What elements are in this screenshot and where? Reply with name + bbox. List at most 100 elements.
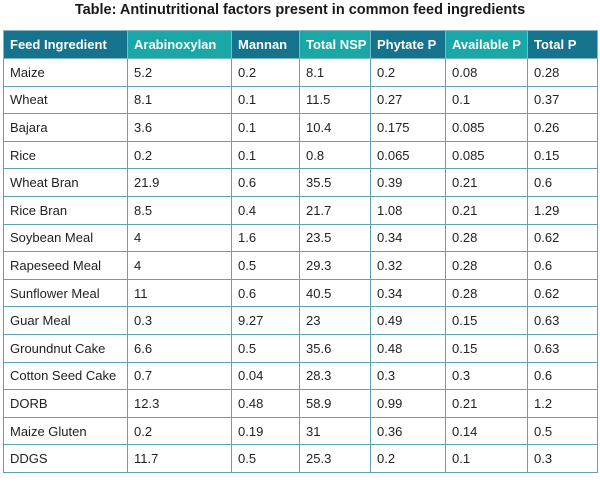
cell-mannan: 0.2 [231, 58, 300, 87]
cell-mannan: 9.27 [231, 306, 300, 335]
cell-phytate-p: 1.08 [370, 195, 446, 225]
cell-total-nsp: 21.7 [299, 195, 371, 225]
cell-feed-ingredient: Guar Meal [3, 306, 128, 335]
table-row: Wheat Bran 21.9 0.6 35.5 0.39 0.21 0.6 [3, 168, 598, 197]
column-header-total-p: Total P [527, 30, 598, 59]
cell-mannan: 0.6 [231, 168, 300, 197]
cell-total-p: 0.6 [527, 251, 598, 280]
cell-mannan: 1.6 [231, 223, 300, 253]
cell-mannan: 0.1 [231, 85, 300, 115]
table-row: Guar Meal 0.3 9.27 23 0.49 0.15 0.63 [3, 306, 598, 335]
cell-phytate-p: 0.175 [370, 113, 446, 142]
table-row: Maize Gluten 0.2 0.19 31 0.36 0.14 0.5 [3, 416, 598, 446]
cell-feed-ingredient: Cotton Seed Cake [3, 361, 128, 391]
cell-total-nsp: 35.6 [299, 333, 371, 363]
column-header-total-nsp: Total NSP [299, 30, 371, 59]
table-row: Soybean Meal 4 1.6 23.5 0.34 0.28 0.62 [3, 223, 598, 253]
column-header-mannan: Mannan [231, 30, 300, 59]
cell-total-nsp: 31 [299, 416, 371, 446]
cell-arabinoxylan: 8.1 [127, 85, 232, 115]
feed-ingredients-table: Feed Ingredient Arabinoxylan Mannan Tota… [3, 30, 598, 473]
table-title: Table: Antinutritional factors present i… [74, 2, 526, 18]
cell-feed-ingredient: Rice Bran [3, 195, 128, 225]
cell-phytate-p: 0.39 [370, 168, 446, 197]
cell-mannan: 0.04 [231, 361, 300, 391]
table-row: Rice 0.2 0.1 0.8 0.065 0.085 0.15 [3, 140, 598, 170]
cell-mannan: 0.19 [231, 416, 300, 446]
cell-phytate-p: 0.065 [370, 140, 446, 170]
cell-total-nsp: 0.8 [299, 140, 371, 170]
cell-phytate-p: 0.99 [370, 389, 446, 418]
cell-total-nsp: 58.9 [299, 389, 371, 418]
cell-phytate-p: 0.34 [370, 223, 446, 253]
cell-mannan: 0.6 [231, 278, 300, 308]
table-row: DDGS 11.7 0.5 25.3 0.2 0.1 0.3 [3, 444, 598, 473]
column-header-phytate-p: Phytate P [370, 30, 446, 59]
table-row: Cotton Seed Cake 0.7 0.04 28.3 0.3 0.3 0.6 [3, 361, 598, 391]
cell-total-p: 0.3 [527, 444, 598, 473]
table-row: Rice Bran 8.5 0.4 21.7 1.08 0.21 1.29 [3, 195, 598, 225]
cell-phytate-p: 0.3 [370, 361, 446, 391]
cell-feed-ingredient: Wheat Bran [3, 168, 128, 197]
cell-arabinoxylan: 0.2 [127, 416, 232, 446]
cell-feed-ingredient: Bajara [3, 113, 128, 142]
cell-total-nsp: 35.5 [299, 168, 371, 197]
cell-phytate-p: 0.34 [370, 278, 446, 308]
cell-total-nsp: 25.3 [299, 444, 371, 473]
cell-feed-ingredient: Wheat [3, 85, 128, 115]
table-row: Bajara 3.6 0.1 10.4 0.175 0.085 0.26 [3, 113, 598, 142]
cell-feed-ingredient: Sunflower Meal [3, 278, 128, 308]
cell-available-p: 0.28 [445, 223, 528, 253]
cell-feed-ingredient: Rapeseed Meal [3, 251, 128, 280]
cell-phytate-p: 0.49 [370, 306, 446, 335]
cell-arabinoxylan: 8.5 [127, 195, 232, 225]
cell-total-p: 0.15 [527, 140, 598, 170]
cell-feed-ingredient: Maize Gluten [3, 416, 128, 446]
cell-available-p: 0.3 [445, 361, 528, 391]
cell-total-p: 0.62 [527, 278, 598, 308]
cell-available-p: 0.14 [445, 416, 528, 446]
cell-mannan: 0.5 [231, 251, 300, 280]
cell-feed-ingredient: Maize [3, 58, 128, 87]
cell-phytate-p: 0.2 [370, 58, 446, 87]
table-row: Wheat 8.1 0.1 11.5 0.27 0.1 0.37 [3, 85, 598, 115]
cell-phytate-p: 0.2 [370, 444, 446, 473]
table-row: DORB 12.3 0.48 58.9 0.99 0.21 1.2 [3, 389, 598, 418]
cell-arabinoxylan: 0.2 [127, 140, 232, 170]
column-header-available-p: Available P [445, 30, 528, 59]
cell-arabinoxylan: 6.6 [127, 333, 232, 363]
cell-arabinoxylan: 0.7 [127, 361, 232, 391]
cell-total-p: 0.6 [527, 361, 598, 391]
cell-available-p: 0.21 [445, 168, 528, 197]
cell-available-p: 0.28 [445, 251, 528, 280]
cell-total-p: 1.29 [527, 195, 598, 225]
cell-available-p: 0.1 [445, 444, 528, 473]
cell-mannan: 0.1 [231, 113, 300, 142]
cell-total-p: 0.26 [527, 113, 598, 142]
cell-arabinoxylan: 11 [127, 278, 232, 308]
cell-mannan: 0.4 [231, 195, 300, 225]
cell-arabinoxylan: 12.3 [127, 389, 232, 418]
cell-mannan: 0.1 [231, 140, 300, 170]
cell-arabinoxylan: 4 [127, 223, 232, 253]
table-row: Maize 5.2 0.2 8.1 0.2 0.08 0.28 [3, 58, 598, 87]
cell-total-p: 0.6 [527, 168, 598, 197]
cell-phytate-p: 0.48 [370, 333, 446, 363]
header-row: Feed Ingredient Arabinoxylan Mannan Tota… [3, 30, 598, 59]
cell-total-p: 0.63 [527, 333, 598, 363]
table-row: Sunflower Meal 11 0.6 40.5 0.34 0.28 0.62 [3, 278, 598, 308]
table-body: Maize 5.2 0.2 8.1 0.2 0.08 0.28 Wheat 8.1 0.1 11.5… [3, 58, 598, 473]
cell-total-p: 0.63 [527, 306, 598, 335]
cell-feed-ingredient: DDGS [3, 444, 128, 473]
column-header-feed-ingredient: Feed Ingredient [3, 30, 128, 59]
cell-total-p: 0.37 [527, 85, 598, 115]
cell-feed-ingredient: Rice [3, 140, 128, 170]
cell-available-p: 0.085 [445, 140, 528, 170]
cell-total-nsp: 23.5 [299, 223, 371, 253]
cell-available-p: 0.08 [445, 58, 528, 87]
cell-available-p: 0.15 [445, 333, 528, 363]
cell-total-p: 0.62 [527, 223, 598, 253]
cell-total-p: 1.2 [527, 389, 598, 418]
cell-total-nsp: 40.5 [299, 278, 371, 308]
column-header-arabinoxylan: Arabinoxylan [127, 30, 232, 59]
